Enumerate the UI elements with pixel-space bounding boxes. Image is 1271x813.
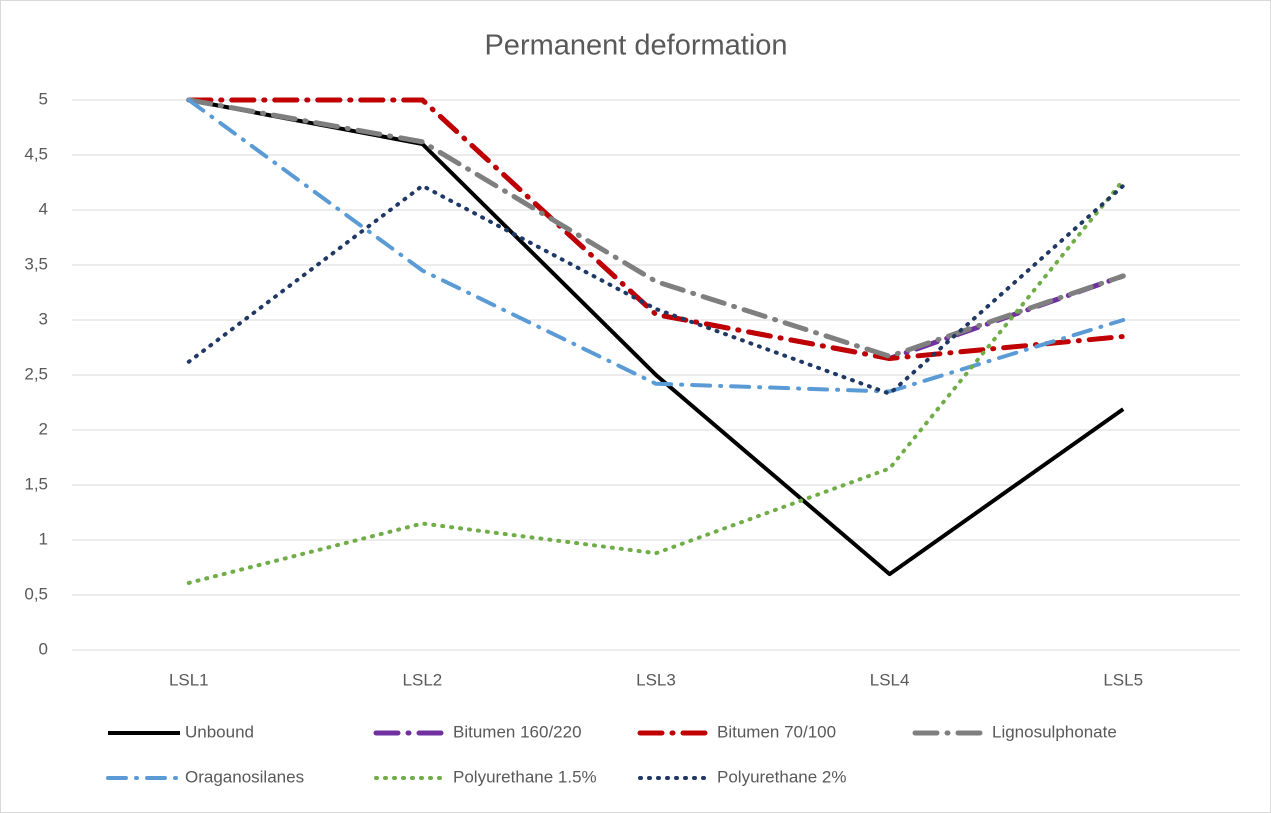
legend-label: Bitumen 160/220	[453, 722, 582, 741]
y-tick-label: 5	[39, 89, 48, 108]
legend-label: Lignosulphonate	[992, 722, 1117, 741]
y-tick-label: 0,5	[24, 584, 48, 603]
legend-label: Oraganosilanes	[185, 767, 304, 786]
legend-label: Unbound	[185, 722, 254, 741]
y-tick-label: 1,5	[24, 474, 48, 493]
y-tick-label: 4,5	[24, 144, 48, 163]
series-line	[186, 98, 1126, 394]
series-line	[186, 178, 1126, 585]
y-tick-label: 2	[39, 419, 48, 438]
y-tick-label: 3	[39, 309, 48, 328]
y-tick-label: 1	[39, 529, 48, 548]
x-tick-label: LSL4	[870, 670, 910, 689]
legend-label: Polyurethane 1.5%	[453, 767, 597, 786]
series-line	[186, 97, 1126, 359]
y-tick-label: 2,5	[24, 364, 48, 383]
series-line	[186, 97, 1126, 361]
y-tick-label: 4	[39, 199, 48, 218]
series-line	[186, 183, 1126, 396]
legend-label: Bitumen 70/100	[717, 722, 836, 741]
x-tick-label: LSL5	[1103, 670, 1143, 689]
legend-label: Polyurethane 2%	[717, 767, 846, 786]
chart-title: Permanent deformation	[484, 30, 787, 62]
series-line	[188, 98, 1125, 577]
x-tick-label: LSL1	[169, 670, 209, 689]
x-tick-label: LSL3	[636, 670, 676, 689]
y-tick-label: 0	[39, 639, 48, 658]
y-tick-label: 3,5	[24, 254, 48, 273]
x-tick-label: LSL2	[403, 670, 443, 689]
